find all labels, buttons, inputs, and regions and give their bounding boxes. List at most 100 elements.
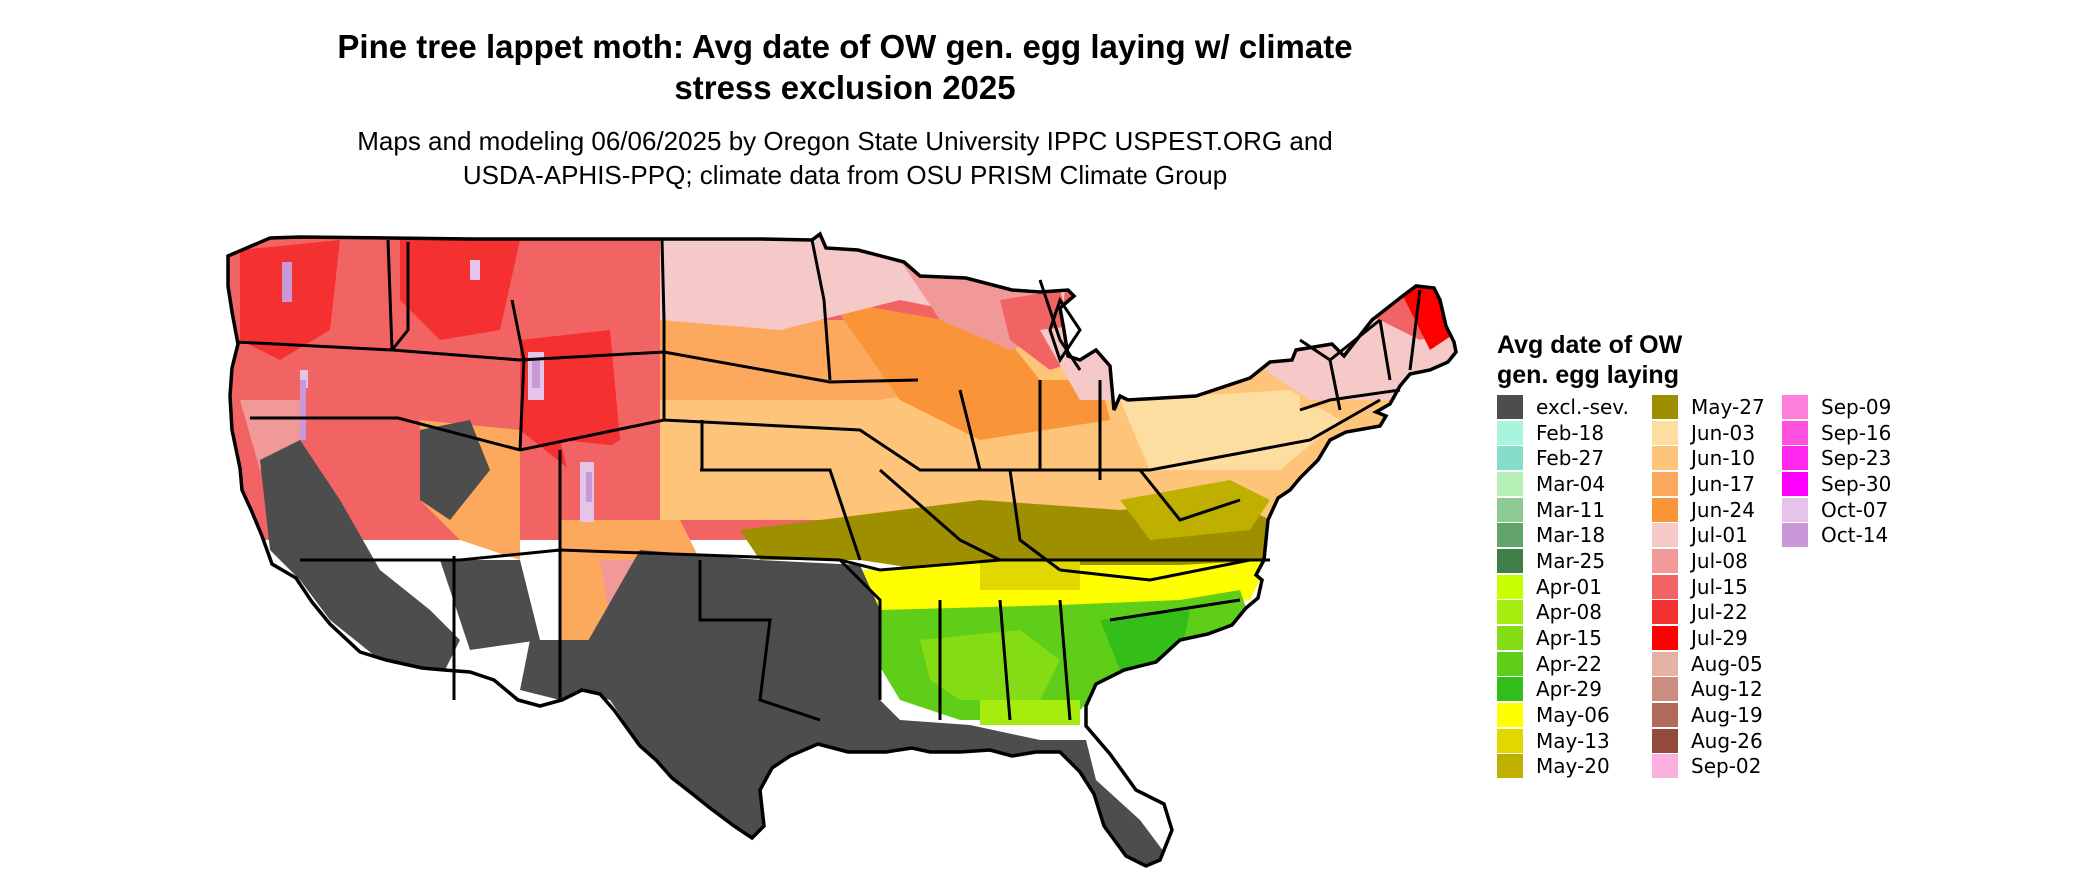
legend-item-apr-01: Apr-01 [1497, 574, 1629, 600]
legend-item-oct-14: Oct-14 [1782, 522, 1891, 548]
legend-swatch [1652, 446, 1678, 471]
legend-item-sep-30: Sep-30 [1782, 471, 1891, 497]
legend-swatch [1652, 651, 1678, 676]
legend-label: Jul-01 [1691, 523, 1748, 548]
legend-swatch [1497, 728, 1523, 753]
legend-item-sep-23: Sep-23 [1782, 445, 1891, 471]
legend-swatch [1652, 523, 1678, 548]
legend-label: May-20 [1536, 754, 1610, 779]
legend-item-jun-03: Jun-03 [1652, 420, 1765, 446]
legend-label: May-13 [1536, 728, 1610, 753]
legend-item-mar-18: Mar-18 [1497, 522, 1629, 548]
legend-item-excl-sev: excl.-sev. [1497, 394, 1629, 420]
legend-item-jun-24: Jun-24 [1652, 497, 1765, 523]
legend-item-apr-29: Apr-29 [1497, 677, 1629, 703]
legend-item-may-06: May-06 [1497, 702, 1629, 728]
legend-label: Aug-26 [1691, 728, 1763, 753]
legend-label: Mar-04 [1536, 471, 1606, 496]
legend-label: Apr-22 [1536, 651, 1602, 676]
legend-title-line-1: Avg date of OW [1497, 331, 1683, 359]
legend-label: Oct-14 [1821, 523, 1889, 548]
legend-label: Jun-03 [1691, 420, 1755, 445]
legend-swatch [1652, 548, 1678, 573]
legend-swatch [1652, 677, 1678, 702]
legend-item-sep-02: Sep-02 [1652, 754, 1765, 780]
legend-label: Mar-11 [1536, 497, 1606, 522]
legend-swatch [1782, 523, 1808, 548]
legend-swatch [1652, 574, 1678, 599]
legend-item-apr-22: Apr-22 [1497, 651, 1629, 677]
legend-swatch [1497, 600, 1523, 625]
legend-swatch [1652, 420, 1678, 445]
legend-item-jul-29: Jul-29 [1652, 625, 1765, 651]
map-title-line-1: Pine tree lappet moth: Avg date of OW ge… [337, 28, 1353, 65]
legend-item-jun-10: Jun-10 [1652, 445, 1765, 471]
legend-swatch [1497, 574, 1523, 599]
legend-swatch [1497, 497, 1523, 522]
legend-label: Feb-18 [1536, 420, 1605, 445]
legend-item-may-13: May-13 [1497, 728, 1629, 754]
legend-swatch [1652, 626, 1678, 651]
legend-item-aug-12: Aug-12 [1652, 677, 1765, 703]
legend-item-oct-07: Oct-07 [1782, 497, 1891, 523]
legend-swatch [1782, 394, 1808, 419]
legend-column-2: May-27 Jun-03 Jun-10 Jun-17 Jun-24 Jul-0… [1652, 394, 1765, 779]
legend-label: Aug-05 [1691, 651, 1763, 676]
legend-item-jul-01: Jul-01 [1652, 522, 1765, 548]
legend-label: Apr-01 [1536, 574, 1602, 599]
legend-label: excl.-sev. [1536, 394, 1629, 419]
legend-swatch [1497, 446, 1523, 471]
legend-swatch [1652, 728, 1678, 753]
legend-label: May-27 [1691, 394, 1765, 419]
legend-label: Jul-08 [1691, 548, 1748, 573]
legend-swatch [1497, 548, 1523, 573]
legend-item-aug-19: Aug-19 [1652, 702, 1765, 728]
state-borders [235, 239, 1422, 722]
legend-item-jul-22: Jul-22 [1652, 600, 1765, 626]
legend-label: Sep-16 [1821, 420, 1892, 445]
legend-label: Jun-17 [1691, 471, 1755, 496]
legend-item-mar-04: Mar-04 [1497, 471, 1629, 497]
legend-swatch [1652, 703, 1678, 728]
legend-swatch [1652, 497, 1678, 522]
legend-title-line-2: gen. egg laying [1497, 361, 1679, 389]
legend-item-aug-26: Aug-26 [1652, 728, 1765, 754]
legend-label: Jul-22 [1691, 600, 1748, 625]
legend-swatch [1497, 677, 1523, 702]
legend-label: Aug-12 [1691, 677, 1763, 702]
map-title-line-2: stress exclusion 2025 [674, 69, 1016, 106]
mountain-specks [282, 260, 594, 522]
map-fill-regions [228, 234, 1456, 866]
legend-label: Mar-18 [1536, 523, 1606, 548]
legend-label: Apr-15 [1536, 626, 1602, 651]
legend-title: Avg date of OW gen. egg laying [1497, 330, 1682, 390]
legend-label: Sep-09 [1821, 394, 1892, 419]
legend-label: Mar-25 [1536, 548, 1606, 573]
legend-swatch [1497, 420, 1523, 445]
map-subtitle-line-1: Maps and modeling 06/06/2025 by Oregon S… [357, 126, 1333, 156]
legend-item-jul-15: Jul-15 [1652, 574, 1765, 600]
map-title: Pine tree lappet moth: Avg date of OW ge… [0, 26, 1690, 108]
legend-item-aug-05: Aug-05 [1652, 651, 1765, 677]
legend-label: Oct-07 [1821, 497, 1889, 522]
legend-swatch [1497, 651, 1523, 676]
legend-swatch [1652, 471, 1678, 496]
legend-swatch [1497, 394, 1523, 419]
map-subtitle-line-2: USDA-APHIS-PPQ; climate data from OSU PR… [462, 160, 1228, 190]
legend-label: May-06 [1536, 703, 1610, 728]
legend-swatch [1497, 703, 1523, 728]
legend-swatch [1497, 523, 1523, 548]
legend-item-sep-09: Sep-09 [1782, 394, 1891, 420]
legend-label: Jul-29 [1691, 626, 1748, 651]
legend-item-feb-27: Feb-27 [1497, 445, 1629, 471]
legend-column-3: Sep-09 Sep-16 Sep-23 Sep-30 Oct-07 Oct-1… [1782, 394, 1891, 548]
legend-swatch [1782, 446, 1808, 471]
legend-item-mar-11: Mar-11 [1497, 497, 1629, 523]
legend-swatch [1652, 754, 1678, 779]
legend-label: Jun-10 [1691, 446, 1755, 471]
legend-label: Apr-08 [1536, 600, 1602, 625]
legend-item-mar-25: Mar-25 [1497, 548, 1629, 574]
legend-swatch [1782, 420, 1808, 445]
legend-item-feb-18: Feb-18 [1497, 420, 1629, 446]
